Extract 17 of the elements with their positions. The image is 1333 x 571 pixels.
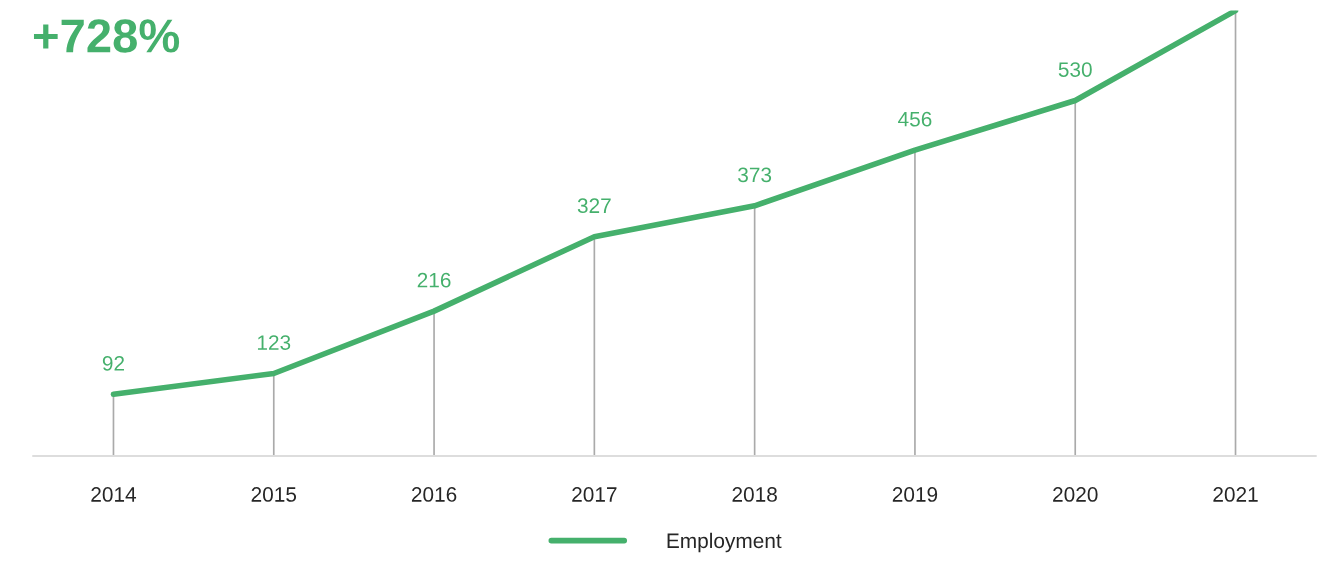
data-label: 327 bbox=[577, 198, 611, 214]
chart-title: +728% bbox=[33, 19, 180, 53]
x-tick-label: 2018 bbox=[732, 487, 777, 502]
x-tick-label: 2021 bbox=[1213, 487, 1258, 502]
x-tick-label: 2016 bbox=[411, 487, 457, 502]
data-label: 92 bbox=[102, 355, 125, 371]
legend-label: Employment bbox=[667, 532, 782, 553]
data-label: 216 bbox=[417, 272, 451, 288]
data-label: 123 bbox=[257, 335, 291, 350]
data-label: 530 bbox=[1058, 62, 1092, 77]
data-label: 373 bbox=[738, 167, 772, 183]
x-tick-label: 2015 bbox=[251, 487, 297, 502]
data-label: 456 bbox=[898, 111, 932, 127]
x-tick-label: 2019 bbox=[892, 487, 938, 502]
x-tick-label: 2020 bbox=[1053, 487, 1098, 502]
x-tick-label: 2017 bbox=[572, 487, 617, 502]
x-tick-label: 2014 bbox=[91, 487, 137, 502]
